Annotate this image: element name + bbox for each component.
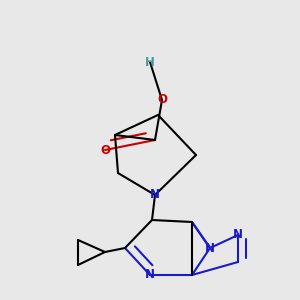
Text: N: N: [145, 268, 155, 281]
Text: N: N: [150, 188, 160, 202]
Text: H: H: [145, 56, 155, 68]
Text: O: O: [100, 143, 110, 157]
Text: N: N: [205, 242, 215, 254]
Text: O: O: [157, 94, 167, 106]
Text: N: N: [233, 229, 243, 242]
